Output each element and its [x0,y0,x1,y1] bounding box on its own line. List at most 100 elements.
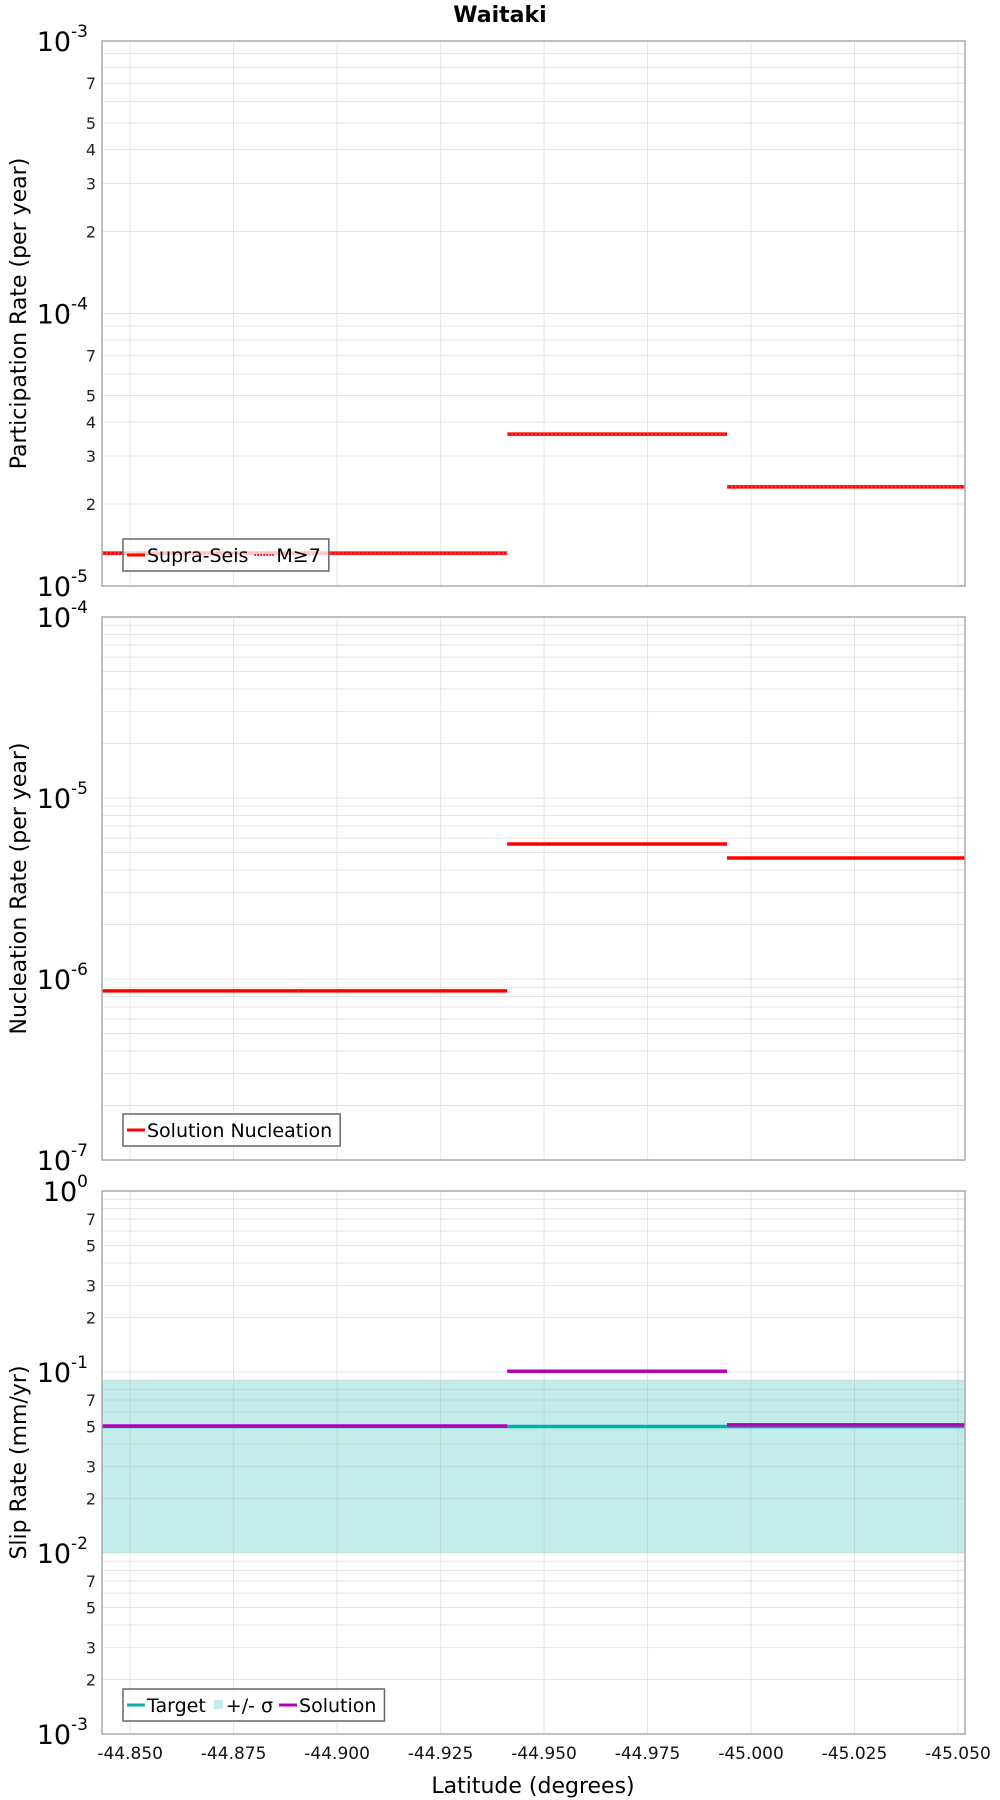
decade-exponent: -6 [71,960,88,980]
plot-area [102,41,965,586]
legend-item-m-7: M≥7 [254,545,321,567]
x-tick-label: -44.925 [408,1744,474,1764]
plot-frame [101,616,966,1161]
decade-base: 10 [37,784,71,815]
plot-area [102,617,965,1160]
decade-exponent: -4 [71,295,88,315]
decade-exponent: 0 [77,1172,88,1192]
legend-box [122,1113,341,1147]
plot-frame [101,1190,966,1735]
y-tick-label-minor: 2 [86,1671,96,1690]
y-tick-label-minor: 7 [86,1391,96,1410]
decade-base: 10 [37,1146,71,1177]
y-tick-label-minor: 5 [86,114,96,133]
legend: Solution Nucleation [122,1113,341,1147]
x-tick-label: -44.850 [97,1744,163,1764]
y-tick-label-minor: 3 [86,1639,96,1658]
y-tick-label-minor: 3 [86,1458,96,1477]
x-tick-label: -45.050 [925,1744,991,1764]
decade-base: 10 [37,300,71,331]
y-tick-label-minor: 2 [86,495,96,514]
y-tick-label-minor: 4 [86,140,96,159]
y-tick-label-minor: 7 [86,74,96,93]
y-axis-title: Nucleation Rate (per year) [7,743,32,1035]
legend-item-target: Target [127,1695,206,1717]
y-tick-label-minor: 7 [86,1210,96,1229]
legend-label: Solution Nucleation [147,1120,332,1142]
legend-label: Solution [299,1695,376,1717]
legend-label: Target [146,1695,206,1717]
decade-base: 10 [37,27,71,58]
decade-exponent: -5 [71,567,88,587]
decade-exponent: -5 [71,779,88,799]
decade-exponent: -1 [71,1353,88,1373]
decade-base: 10 [37,1539,71,1570]
y-tick-label-minor: 5 [86,1236,96,1255]
y-tick-label-minor: 7 [86,1572,96,1591]
y-tick-label-minor: 2 [86,1490,96,1509]
x-tick-label: -45.025 [822,1744,888,1764]
decade-base: 10 [37,1358,71,1389]
y-tick-label-decade: 10-3 [37,22,88,58]
y-tick-label-decade: 10-3 [37,1715,88,1751]
x-tick-label: -44.900 [304,1744,370,1764]
x-tick-label: -44.950 [511,1744,577,1764]
legend-swatch-box [213,1700,223,1709]
y-tick-label-decade: 100 [43,1172,88,1208]
y-tick-label-minor: 2 [86,1309,96,1328]
decade-base: 10 [37,1720,71,1751]
decade-exponent: -2 [71,1534,88,1554]
legend-item-: +/- σ [213,1695,273,1717]
y-tick-label-minor: 5 [86,1598,96,1617]
y-tick-label-decade: 10-6 [37,960,88,996]
legend-item-supra-seis: Supra-Seis [127,545,248,567]
legend-item-solution: Solution [279,1695,376,1717]
decade-base: 10 [37,603,71,634]
legend: Target +/- σ Solution [122,1688,386,1722]
x-tick-label: -45.000 [718,1744,784,1764]
decade-base: 10 [43,1177,77,1208]
legend: Supra-Seis M≥7 [122,538,330,572]
y-tick-label-decade: 10-5 [37,567,88,603]
y-tick-label-minor: 3 [86,447,96,466]
y-tick-label-minor: 4 [86,413,96,432]
legend-item-solution-nucleation: Solution Nucleation [127,1120,332,1142]
x-axis: -44.850 -44.875 -44.900 -44.925 -44.950 -44.9… [97,1744,990,1764]
y-tick-label-minor: 3 [86,1277,96,1296]
decade-exponent: -3 [71,1715,88,1735]
legend-box [122,538,330,572]
y-axis-title: Participation Rate (per year) [7,158,32,470]
x-tick-label: -44.975 [615,1744,681,1764]
y-tick-label-minor: 7 [86,347,96,366]
y-axis-title: Slip Rate (mm/yr) [7,1365,32,1559]
x-axis-title: Latitude (degrees) [431,1774,634,1799]
x-tick-label: -44.875 [201,1744,267,1764]
y-tick-label-minor: 3 [86,174,96,193]
legend-label: +/- σ [226,1695,273,1717]
y-tick-label-decade: 10-2 [37,1534,88,1570]
legend-label: Supra-Seis [147,545,248,567]
legend-label: M≥7 [276,545,320,567]
y-tick-label-minor: 5 [86,1417,96,1436]
y-tick-label-decade: 10-4 [37,295,88,331]
decade-exponent: -4 [71,598,88,618]
decade-exponent: -3 [71,22,88,42]
chart-title: Waitaki [453,3,546,28]
y-tick-label-decade: 10-1 [37,1353,88,1389]
decade-exponent: -7 [71,1141,88,1161]
plot-frame [101,40,966,587]
y-tick-label-decade: 10-7 [37,1141,88,1177]
y-tick-label-minor: 5 [86,387,96,406]
legend-box [122,1688,386,1722]
sigma-band [102,1380,965,1553]
decade-base: 10 [37,572,71,603]
decade-base: 10 [37,965,71,996]
y-tick-label-decade: 10-5 [37,779,88,815]
y-tick-label-decade: 10-4 [37,598,88,634]
y-tick-label-minor: 2 [86,222,96,241]
